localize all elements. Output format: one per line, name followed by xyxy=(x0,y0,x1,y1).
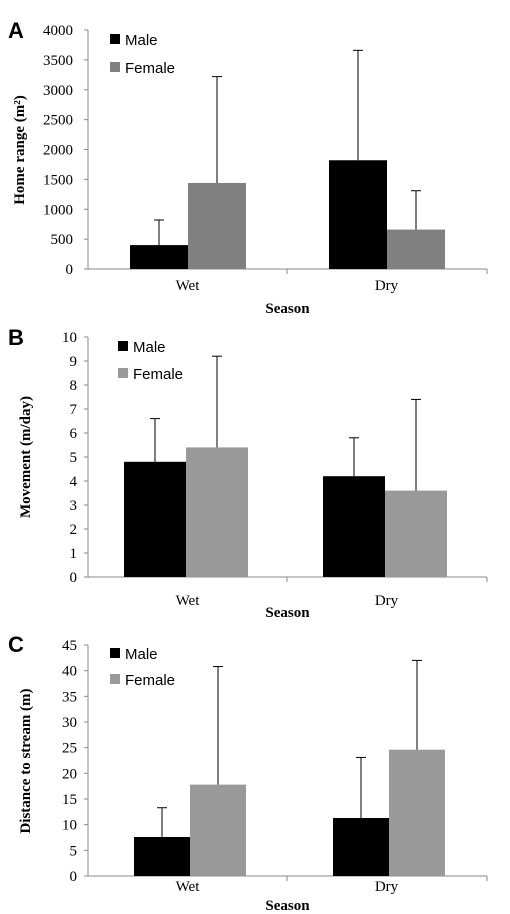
y-tick-label-a: 1000 xyxy=(43,202,73,218)
y-tick-label-b: 4 xyxy=(70,474,78,490)
x-category-label-c: Wet xyxy=(176,879,201,895)
y-tick-label-b: 1 xyxy=(70,546,78,562)
y-axis-title-b: Movement (m/day) xyxy=(18,396,34,518)
panel-letter-c: C xyxy=(8,632,24,657)
bar-a-female-wet xyxy=(188,182,246,269)
panel-letter-a: A xyxy=(8,18,24,43)
y-tick-label-a: 0 xyxy=(66,262,74,278)
x-category-label-b: Dry xyxy=(375,593,399,609)
bar-b-male-wet xyxy=(124,461,186,577)
y-tick-label-c: 45 xyxy=(62,638,77,654)
x-axis-title-a: Season xyxy=(265,301,310,317)
y-tick-label-b: 10 xyxy=(62,330,77,346)
y-tick-label-c: 10 xyxy=(62,818,77,834)
bar-c-male-dry xyxy=(333,817,389,876)
panel-letter-b: B xyxy=(8,325,24,350)
y-tick-label-c: 20 xyxy=(62,766,77,782)
y-tick-label-b: 0 xyxy=(70,570,78,586)
y-tick-label-b: 3 xyxy=(70,498,78,514)
panel-b: B 0 1 2 3 4 5 6 7 8 9 10 Wet Dry Season Movement (m/day… xyxy=(8,325,488,621)
bar-b-male-dry xyxy=(323,476,385,577)
legend-label-a-male: Male xyxy=(125,32,158,49)
legend-swatch-b-female xyxy=(118,368,128,378)
y-tick-label-a: 3500 xyxy=(43,53,73,69)
legend-swatch-c-male xyxy=(110,648,120,658)
y-tick-label-a: 1500 xyxy=(43,172,73,188)
bar-b-female-wet xyxy=(186,447,248,577)
panel-c: C 0 5 10 15 20 25 30 35 40 45 Wet Dry Season Distance … xyxy=(8,632,488,914)
y-tick-label-c: 5 xyxy=(70,843,78,859)
bar-b-female-dry xyxy=(385,490,447,577)
y-tick-label-c: 15 xyxy=(62,792,77,808)
bar-c-female-dry xyxy=(389,749,445,876)
x-axis-title-c: Season xyxy=(265,898,310,914)
y-tick-label-c: 35 xyxy=(62,689,77,705)
y-tick-label-a: 3000 xyxy=(43,83,73,99)
y-tick-label-c: 30 xyxy=(62,715,77,731)
panel-a: A 0 500 1000 1500 2000 2500 3000 3500 4000 Wet Dry S… xyxy=(8,18,488,317)
bar-a-male-dry xyxy=(329,160,387,269)
y-tick-label-b: 9 xyxy=(70,354,78,370)
legend-swatch-b-male xyxy=(118,341,128,351)
legend-label-b-male: Male xyxy=(133,339,166,356)
y-tick-label-a: 4000 xyxy=(43,23,73,39)
y-tick-label-b: 7 xyxy=(70,402,78,418)
y-tick-label-a: 500 xyxy=(51,232,74,248)
legend-label-a-female: Female xyxy=(125,60,175,77)
x-category-label-c: Dry xyxy=(375,879,399,895)
bar-c-female-wet xyxy=(190,784,246,876)
legend-label-c-female: Female xyxy=(125,672,175,689)
bar-a-female-dry xyxy=(387,229,445,269)
y-tick-label-a: 2000 xyxy=(43,143,73,159)
y-tick-label-c: 40 xyxy=(62,664,77,680)
y-axis-title-a: Home range (m²) xyxy=(12,95,28,204)
legend-swatch-c-female xyxy=(110,674,120,684)
y-tick-label-c: 0 xyxy=(70,869,78,885)
y-axis-title-c: Distance to stream (m) xyxy=(18,688,34,833)
y-tick-label-b: 2 xyxy=(70,522,78,538)
legend-label-c-male: Male xyxy=(125,646,158,663)
x-axis-title-b: Season xyxy=(265,605,310,621)
y-tick-label-a: 2500 xyxy=(43,113,73,129)
y-tick-label-b: 6 xyxy=(70,426,78,442)
y-tick-label-b: 8 xyxy=(70,378,78,394)
legend-swatch-a-female xyxy=(110,62,120,72)
x-category-label-a: Wet xyxy=(176,278,201,294)
y-tick-label-b: 5 xyxy=(70,450,78,466)
y-tick-label-c: 25 xyxy=(62,741,77,757)
x-category-label-b: Wet xyxy=(176,593,201,609)
legend-swatch-a-male xyxy=(110,34,120,44)
legend-label-b-female: Female xyxy=(133,366,183,383)
x-category-label-a: Dry xyxy=(375,278,399,294)
bar-c-male-wet xyxy=(134,836,190,876)
bar-a-male-wet xyxy=(130,245,188,269)
